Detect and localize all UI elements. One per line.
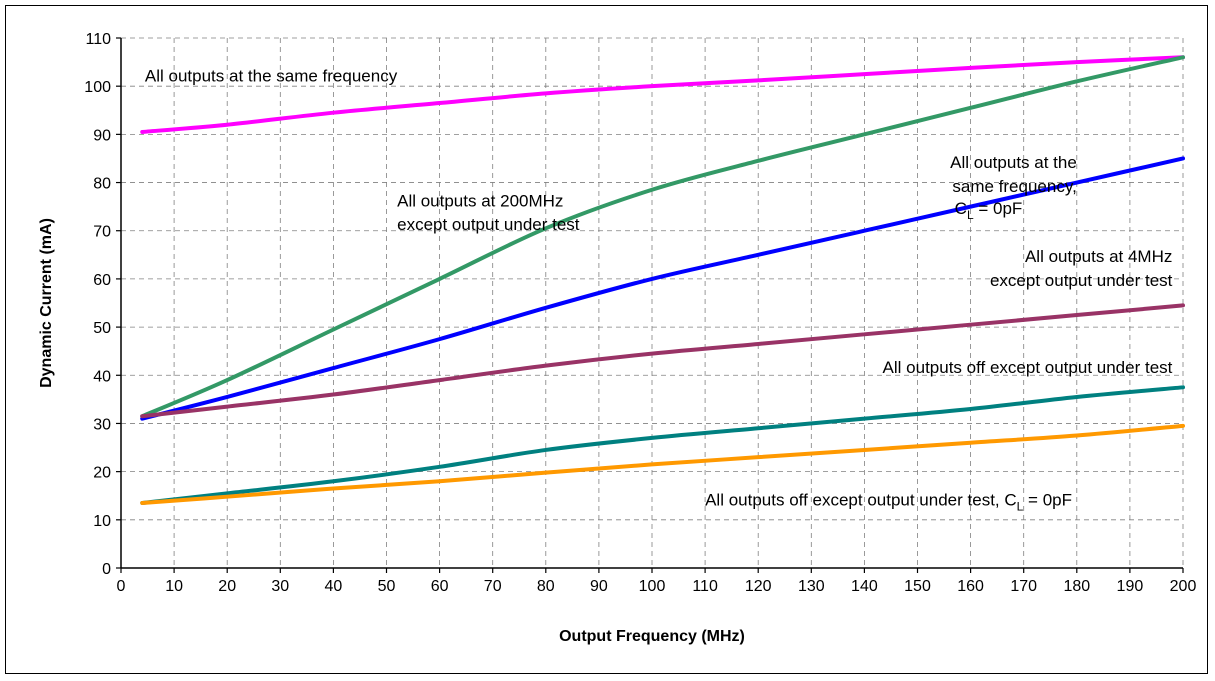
- y-tick-label: 30: [93, 416, 111, 433]
- chart-frame: [5, 5, 1208, 674]
- annotation-8: except output under test: [990, 271, 1173, 290]
- annotations: All outputs at the same frequency All out…: [145, 66, 1173, 513]
- x-tick-label: 0: [117, 578, 126, 595]
- series-line-5: [140, 385, 1185, 505]
- x-tick-label: 140: [851, 578, 878, 595]
- x-axis-title: Output Frequency (MHz): [559, 628, 745, 645]
- y-tick-label: 10: [93, 513, 111, 530]
- annotation-5: same frequency,: [952, 177, 1076, 196]
- x-tick-label: 70: [484, 578, 502, 595]
- annotation-1: All outputs at the same frequency: [145, 66, 398, 85]
- series-line-3: [140, 156, 1185, 421]
- x-tick-label: 20: [218, 578, 236, 595]
- axes: 0 10 20 30 40 50 60 70 80 90 100 110 120 130 140 150 160…: [84, 31, 1196, 595]
- x-tick-label: 40: [325, 578, 343, 595]
- annotation-10: All outputs off except output under test…: [705, 490, 1072, 513]
- series-line-6: [140, 423, 1185, 505]
- x-tick-label: 120: [745, 578, 772, 595]
- y-tick-label: 110: [85, 31, 111, 48]
- x-tick-label: 60: [431, 578, 449, 595]
- x-tick-label: 200: [1170, 578, 1197, 595]
- x-tick-label: 30: [271, 578, 289, 595]
- annotation-2: All outputs at 200MHz: [397, 192, 563, 211]
- series-line-2: [140, 55, 1185, 419]
- x-tick-label: 170: [1010, 578, 1037, 595]
- x-tick-label: 130: [798, 578, 825, 595]
- y-tick-label: 90: [93, 127, 111, 144]
- annotation-3: except output under test: [397, 215, 580, 234]
- x-tick-label: 160: [957, 578, 984, 595]
- y-tick-label: 100: [84, 79, 111, 96]
- y-axis-title: Dynamic Current (mA): [38, 218, 55, 388]
- annotation-6: CL = 0pF: [955, 199, 1023, 222]
- x-tick-label: 80: [537, 578, 555, 595]
- y-tick-label: 50: [93, 320, 111, 337]
- series-line-4: [140, 303, 1185, 419]
- x-tick-label: 90: [590, 578, 608, 595]
- x-tick-label: 190: [1117, 578, 1144, 595]
- x-tick-label: 110: [692, 578, 718, 595]
- x-tick-label: 100: [639, 578, 666, 595]
- y-tick-label: 70: [93, 224, 111, 241]
- y-tick-label: 0: [102, 561, 111, 578]
- series-lines: [140, 55, 1185, 505]
- y-tick-label: 20: [93, 465, 111, 482]
- x-tick-label: 150: [904, 578, 931, 595]
- gridlines: [121, 37, 1184, 568]
- y-tick-label: 60: [93, 272, 111, 289]
- annotation-4: All outputs at the: [950, 153, 1077, 172]
- annotation-7: All outputs at 4MHz: [1025, 247, 1172, 266]
- x-tick-label: 50: [378, 578, 396, 595]
- y-tick-label: 40: [93, 368, 111, 385]
- annotation-9: All outputs off except output under test: [883, 358, 1173, 377]
- x-tick-label: 180: [1063, 578, 1090, 595]
- x-tick-label: 10: [165, 578, 183, 595]
- y-tick-label: 80: [93, 176, 111, 193]
- series-line-1: [140, 55, 1185, 134]
